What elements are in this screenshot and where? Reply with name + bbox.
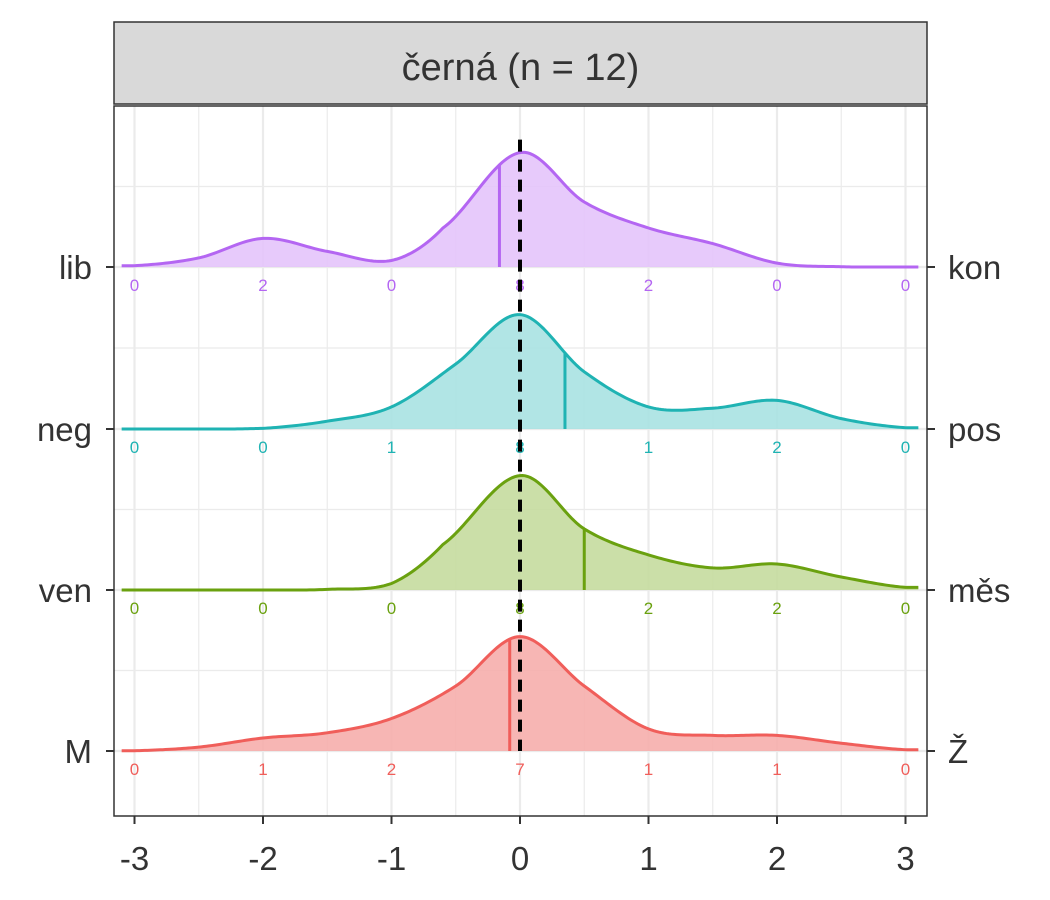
count-label: 0 — [130, 438, 139, 457]
right-category-label: měs — [948, 572, 1010, 609]
count-label: 1 — [387, 438, 396, 457]
count-label: 7 — [515, 760, 524, 779]
density-line — [121, 313, 919, 431]
count-label: 0 — [130, 599, 139, 618]
count-label: 2 — [644, 599, 653, 618]
density-line — [121, 150, 919, 269]
count-label: 2 — [258, 276, 267, 295]
count-label: 0 — [772, 276, 781, 295]
count-label: 0 — [130, 760, 139, 779]
left-category-label: M — [65, 733, 93, 770]
facet-strip — [113, 21, 928, 105]
count-label: 0 — [387, 599, 396, 618]
count-label: 1 — [258, 760, 267, 779]
density-area — [121, 636, 919, 751]
count-label: 1 — [644, 438, 653, 457]
left-category-label: lib — [59, 249, 92, 286]
panel-border — [113, 105, 928, 817]
count-label: 0 — [901, 599, 910, 618]
count-label: 0 — [258, 599, 267, 618]
density-area — [121, 475, 919, 590]
count-label: 1 — [644, 760, 653, 779]
count-label: 0 — [901, 438, 910, 457]
x-tick-label: 2 — [768, 840, 786, 877]
count-label: 2 — [772, 599, 781, 618]
left-category-label: neg — [37, 411, 92, 448]
x-tick-label: 3 — [896, 840, 914, 877]
count-label: 0 — [901, 760, 910, 779]
density-area — [121, 314, 919, 429]
right-category-label: kon — [948, 249, 1001, 286]
x-tick-label: 1 — [639, 840, 657, 877]
right-category-label: Ž — [948, 733, 968, 770]
right-category-label: pos — [948, 411, 1001, 448]
count-label: 2 — [387, 760, 396, 779]
ridges-layer: 0127110000822000181200208200 — [121, 139, 919, 779]
count-label: 1 — [772, 760, 781, 779]
count-label: 0 — [387, 276, 396, 295]
count-label: 0 — [130, 276, 139, 295]
density-line — [121, 635, 919, 753]
facet-title: černá (n = 12) — [402, 47, 640, 89]
x-tick-label: -1 — [377, 840, 406, 877]
x-tick-label: -3 — [120, 840, 149, 877]
x-tick-label: -2 — [248, 840, 277, 877]
count-label: 0 — [901, 276, 910, 295]
x-tick-label: 0 — [511, 840, 529, 877]
left-category-label: ven — [39, 572, 92, 609]
count-label: 0 — [258, 438, 267, 457]
ridge-M: 0 1 2 7 1 1 0 — [121, 635, 919, 779]
count-label: 2 — [772, 438, 781, 457]
density-line — [121, 473, 919, 592]
count-label: 2 — [644, 276, 653, 295]
